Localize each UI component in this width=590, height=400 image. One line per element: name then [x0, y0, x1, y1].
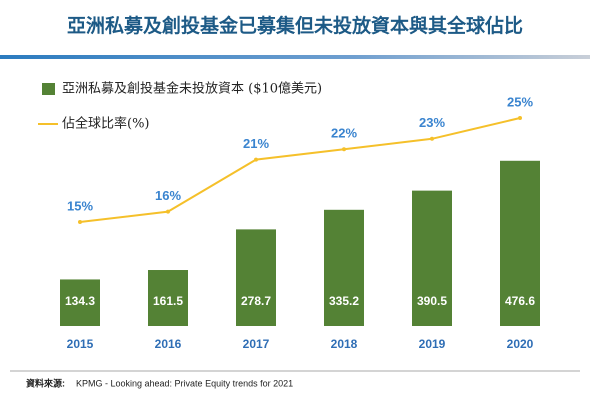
line-label: 25%	[507, 94, 533, 109]
source-label: 資料來源:	[26, 377, 65, 388]
x-tick-label: 2015	[67, 337, 94, 351]
legend-label: 亞洲私募及創投基金未投放資本 ($10億美元)	[62, 81, 322, 97]
x-tick-label: 2017	[243, 337, 270, 351]
bar-label: 476.6	[505, 294, 535, 308]
line-point	[518, 116, 522, 120]
bar	[148, 270, 188, 326]
bar-label: 134.3	[65, 294, 95, 308]
legend-swatch	[42, 83, 55, 95]
bar	[500, 160, 540, 326]
bar	[412, 190, 452, 326]
chart-title: 亞洲私募及創投基金已募集但未投放資本與其全球佔比	[67, 14, 523, 37]
bar	[236, 229, 276, 326]
line-label: 23%	[419, 115, 445, 130]
x-tick-label: 2016	[155, 337, 182, 351]
x-tick-label: 2019	[419, 337, 446, 351]
legend-label: 佔全球比率(%)	[62, 116, 150, 132]
title-rule	[0, 55, 590, 59]
bar-label: 390.5	[417, 294, 447, 308]
x-tick-label: 2020	[507, 337, 534, 351]
line-label: 16%	[155, 188, 181, 203]
bar	[60, 279, 100, 326]
line	[79, 117, 521, 223]
line-label: 21%	[243, 136, 269, 151]
bar-label: 161.5	[153, 294, 183, 308]
line-point	[342, 147, 346, 152]
line-point	[254, 157, 258, 162]
bar-label: 278.7	[241, 294, 271, 308]
bar	[324, 209, 364, 326]
line-point	[78, 220, 82, 224]
source: KPMG - Looking ahead: Private Equity tre…	[76, 378, 293, 388]
line-label: 22%	[331, 126, 357, 141]
line-point	[166, 209, 170, 214]
line-label: 15%	[67, 198, 93, 213]
bar-label: 335.2	[329, 294, 359, 308]
line-point	[430, 136, 434, 141]
x-tick-label: 2018	[331, 337, 358, 351]
